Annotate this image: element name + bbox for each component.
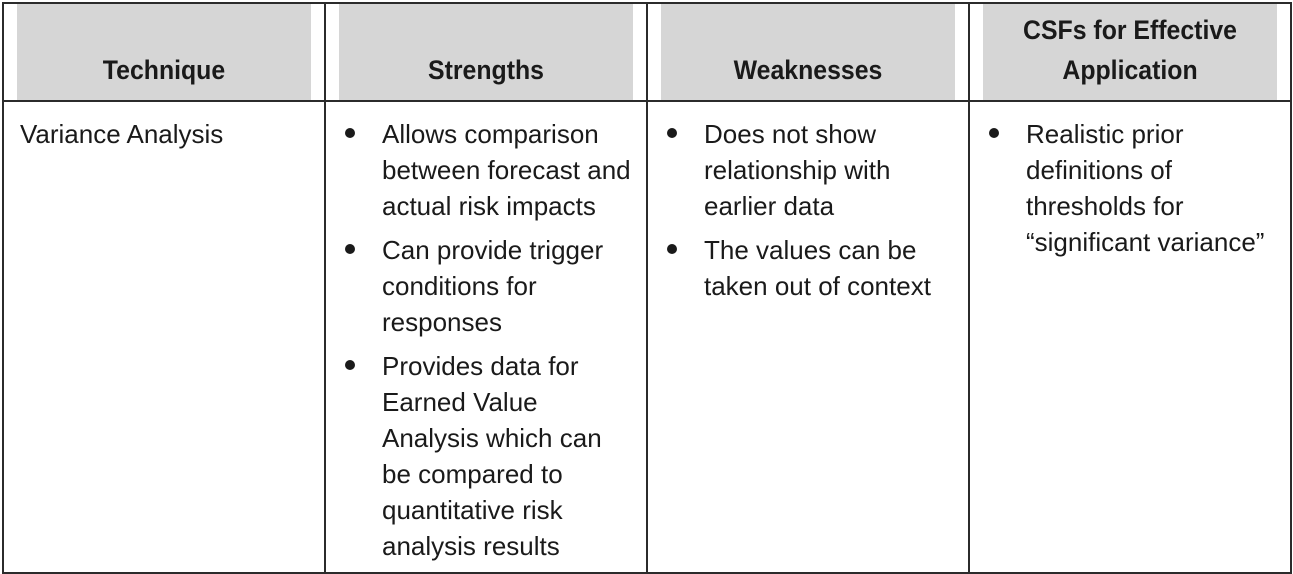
strengths-cell: Allows comparison between forecast and a… [324,100,648,574]
list-item: Can provide trigger conditions for respo… [340,232,632,340]
list-item: Provides data for Earned Value Analysis … [340,348,632,564]
csfs-list: Realistic prior definitions of threshold… [984,116,1276,260]
bullet-icon [345,244,355,254]
bullet-icon [345,360,355,370]
header-row: Technique Strengths Weaknesses CSFs for … [3,2,1291,102]
list-item: Realistic prior definitions of threshold… [984,116,1276,260]
list-item: The values can be taken out of context [662,232,954,304]
header-csfs: CSFs for Effective Application [980,2,1280,102]
header-strengths: Strengths [336,2,636,102]
technique-cell: Variance Analysis [2,100,326,574]
weaknesses-cell: Does not show relationship with earlier … [646,100,970,574]
strengths-list: Allows comparison between forecast and a… [340,116,632,564]
technique-name: Variance Analysis [20,119,224,149]
list-item: Does not show relationship with earlier … [662,116,954,224]
table-row: Variance Analysis Allows comparison betw… [2,100,1292,574]
bullet-icon [345,128,355,138]
bullet-icon [667,128,677,138]
header-technique: Technique [14,2,314,102]
list-item: Allows comparison between forecast and a… [340,116,632,224]
bullet-icon [667,244,677,254]
header-weaknesses: Weaknesses [658,2,958,102]
bullet-icon [989,128,999,138]
csfs-cell: Realistic prior definitions of threshold… [968,100,1292,574]
weaknesses-list: Does not show relationship with earlier … [662,116,954,304]
